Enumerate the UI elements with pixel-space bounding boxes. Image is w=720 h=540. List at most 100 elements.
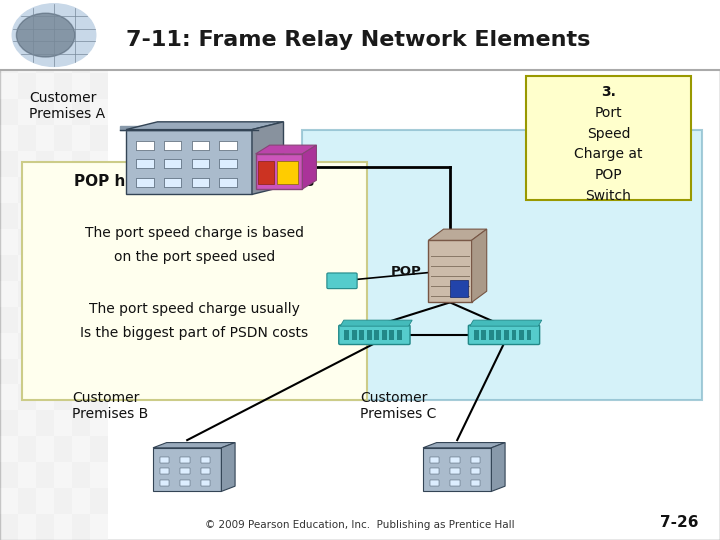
FancyBboxPatch shape xyxy=(0,436,18,462)
Polygon shape xyxy=(153,443,235,448)
FancyBboxPatch shape xyxy=(258,161,274,184)
FancyBboxPatch shape xyxy=(36,151,54,177)
FancyBboxPatch shape xyxy=(36,436,54,462)
FancyBboxPatch shape xyxy=(339,325,410,345)
FancyBboxPatch shape xyxy=(451,480,460,486)
FancyBboxPatch shape xyxy=(374,330,379,340)
Text: Speed: Speed xyxy=(587,126,630,140)
FancyBboxPatch shape xyxy=(0,333,18,359)
FancyBboxPatch shape xyxy=(72,255,90,281)
FancyBboxPatch shape xyxy=(72,73,90,99)
FancyBboxPatch shape xyxy=(181,456,190,463)
Text: on the port speed used: on the port speed used xyxy=(114,250,275,264)
FancyBboxPatch shape xyxy=(36,125,54,151)
Polygon shape xyxy=(491,443,505,491)
FancyBboxPatch shape xyxy=(0,125,18,151)
FancyBboxPatch shape xyxy=(72,48,90,73)
FancyBboxPatch shape xyxy=(367,330,372,340)
FancyBboxPatch shape xyxy=(482,330,486,340)
FancyBboxPatch shape xyxy=(54,307,72,333)
FancyBboxPatch shape xyxy=(344,330,349,340)
FancyBboxPatch shape xyxy=(36,48,54,73)
FancyBboxPatch shape xyxy=(72,462,90,488)
FancyBboxPatch shape xyxy=(72,177,90,203)
FancyBboxPatch shape xyxy=(54,177,72,203)
FancyBboxPatch shape xyxy=(153,448,222,491)
FancyBboxPatch shape xyxy=(54,22,72,48)
Text: Port: Port xyxy=(595,106,622,120)
FancyBboxPatch shape xyxy=(90,514,108,540)
Text: Customer
Premises C: Customer Premises C xyxy=(360,391,436,421)
FancyBboxPatch shape xyxy=(18,462,36,488)
FancyBboxPatch shape xyxy=(136,141,154,150)
FancyBboxPatch shape xyxy=(72,99,90,125)
Text: POP: POP xyxy=(595,168,622,182)
FancyBboxPatch shape xyxy=(430,480,439,486)
FancyBboxPatch shape xyxy=(489,330,494,340)
FancyBboxPatch shape xyxy=(90,22,108,48)
FancyBboxPatch shape xyxy=(164,178,181,187)
Text: POP: POP xyxy=(390,265,421,278)
FancyBboxPatch shape xyxy=(36,255,54,281)
FancyBboxPatch shape xyxy=(0,514,18,540)
FancyBboxPatch shape xyxy=(18,229,36,255)
FancyBboxPatch shape xyxy=(54,255,72,281)
FancyBboxPatch shape xyxy=(54,151,72,177)
FancyBboxPatch shape xyxy=(18,384,36,410)
FancyBboxPatch shape xyxy=(90,384,108,410)
FancyBboxPatch shape xyxy=(428,240,472,302)
FancyBboxPatch shape xyxy=(181,480,190,486)
FancyBboxPatch shape xyxy=(90,229,108,255)
Polygon shape xyxy=(302,145,317,189)
FancyBboxPatch shape xyxy=(0,151,18,177)
Text: Charge at: Charge at xyxy=(574,147,643,161)
FancyBboxPatch shape xyxy=(519,330,524,340)
Text: 3.: 3. xyxy=(601,85,616,99)
Text: © 2009 Pearson Education, Inc.  Publishing as Prentice Hall: © 2009 Pearson Education, Inc. Publishin… xyxy=(205,520,515,530)
FancyBboxPatch shape xyxy=(54,125,72,151)
FancyBboxPatch shape xyxy=(0,73,18,99)
FancyBboxPatch shape xyxy=(72,436,90,462)
Text: 7-11: Frame Relay Network Elements: 7-11: Frame Relay Network Elements xyxy=(126,30,590,51)
FancyBboxPatch shape xyxy=(136,159,154,168)
FancyBboxPatch shape xyxy=(72,514,90,540)
Polygon shape xyxy=(252,122,284,194)
FancyBboxPatch shape xyxy=(90,73,108,99)
FancyBboxPatch shape xyxy=(36,73,54,99)
FancyBboxPatch shape xyxy=(0,359,18,384)
FancyBboxPatch shape xyxy=(220,141,237,150)
FancyBboxPatch shape xyxy=(90,333,108,359)
FancyBboxPatch shape xyxy=(0,229,18,255)
FancyBboxPatch shape xyxy=(36,229,54,255)
FancyBboxPatch shape xyxy=(72,125,90,151)
Text: The port speed charge usually: The port speed charge usually xyxy=(89,302,300,316)
FancyBboxPatch shape xyxy=(136,178,154,187)
FancyBboxPatch shape xyxy=(526,330,531,340)
Text: 7-26: 7-26 xyxy=(660,515,698,530)
Text: Is the biggest part of PSDN costs: Is the biggest part of PSDN costs xyxy=(81,326,308,340)
FancyBboxPatch shape xyxy=(18,22,36,48)
FancyBboxPatch shape xyxy=(90,255,108,281)
FancyBboxPatch shape xyxy=(18,333,36,359)
FancyBboxPatch shape xyxy=(430,456,439,463)
FancyBboxPatch shape xyxy=(72,307,90,333)
FancyBboxPatch shape xyxy=(72,151,90,177)
FancyBboxPatch shape xyxy=(36,514,54,540)
FancyBboxPatch shape xyxy=(0,281,18,307)
FancyBboxPatch shape xyxy=(450,280,468,298)
FancyBboxPatch shape xyxy=(0,255,18,281)
FancyBboxPatch shape xyxy=(36,410,54,436)
FancyBboxPatch shape xyxy=(54,384,72,410)
FancyBboxPatch shape xyxy=(36,333,54,359)
FancyBboxPatch shape xyxy=(0,488,18,514)
FancyBboxPatch shape xyxy=(90,410,108,436)
Polygon shape xyxy=(126,122,284,130)
FancyBboxPatch shape xyxy=(192,141,210,150)
FancyBboxPatch shape xyxy=(36,22,54,48)
FancyBboxPatch shape xyxy=(201,456,210,463)
FancyBboxPatch shape xyxy=(382,330,387,340)
FancyBboxPatch shape xyxy=(18,125,36,151)
FancyBboxPatch shape xyxy=(36,281,54,307)
FancyBboxPatch shape xyxy=(397,330,402,340)
FancyBboxPatch shape xyxy=(54,436,72,462)
